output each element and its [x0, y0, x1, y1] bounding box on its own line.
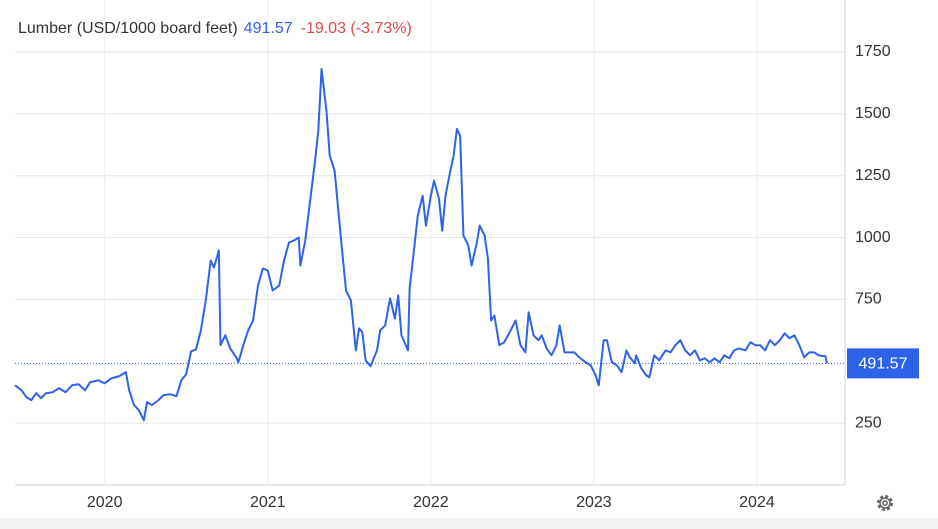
- last-value-box: [847, 348, 919, 379]
- last-value-label: 491.57: [859, 356, 908, 373]
- scroll-strip: [0, 518, 938, 529]
- price-line: [14, 68, 829, 422]
- x-tick-label: 2023: [576, 494, 612, 511]
- chart-title: Lumber (USD/1000 board feet): [18, 20, 238, 37]
- change-value: -19.03 (-3.73%): [301, 20, 412, 37]
- settings-icon[interactable]: [877, 495, 893, 511]
- y-tick-label: 1250: [855, 167, 891, 184]
- x-tick-label: 2022: [413, 494, 449, 511]
- y-tick-label: 1500: [855, 105, 891, 122]
- x-tick-label: 2024: [739, 494, 775, 511]
- y-tick-label: 250: [855, 414, 882, 431]
- current-value: 491.57: [244, 20, 293, 37]
- chart-header: Lumber (USD/1000 board feet) 491.57 -19.03…: [18, 20, 412, 37]
- y-tick-label: 1750: [855, 43, 891, 60]
- y-tick-label: 750: [855, 291, 882, 308]
- y-tick-label: 1000: [855, 229, 891, 246]
- x-tick-label: 2021: [250, 494, 286, 511]
- x-tick-label: 2020: [87, 494, 123, 511]
